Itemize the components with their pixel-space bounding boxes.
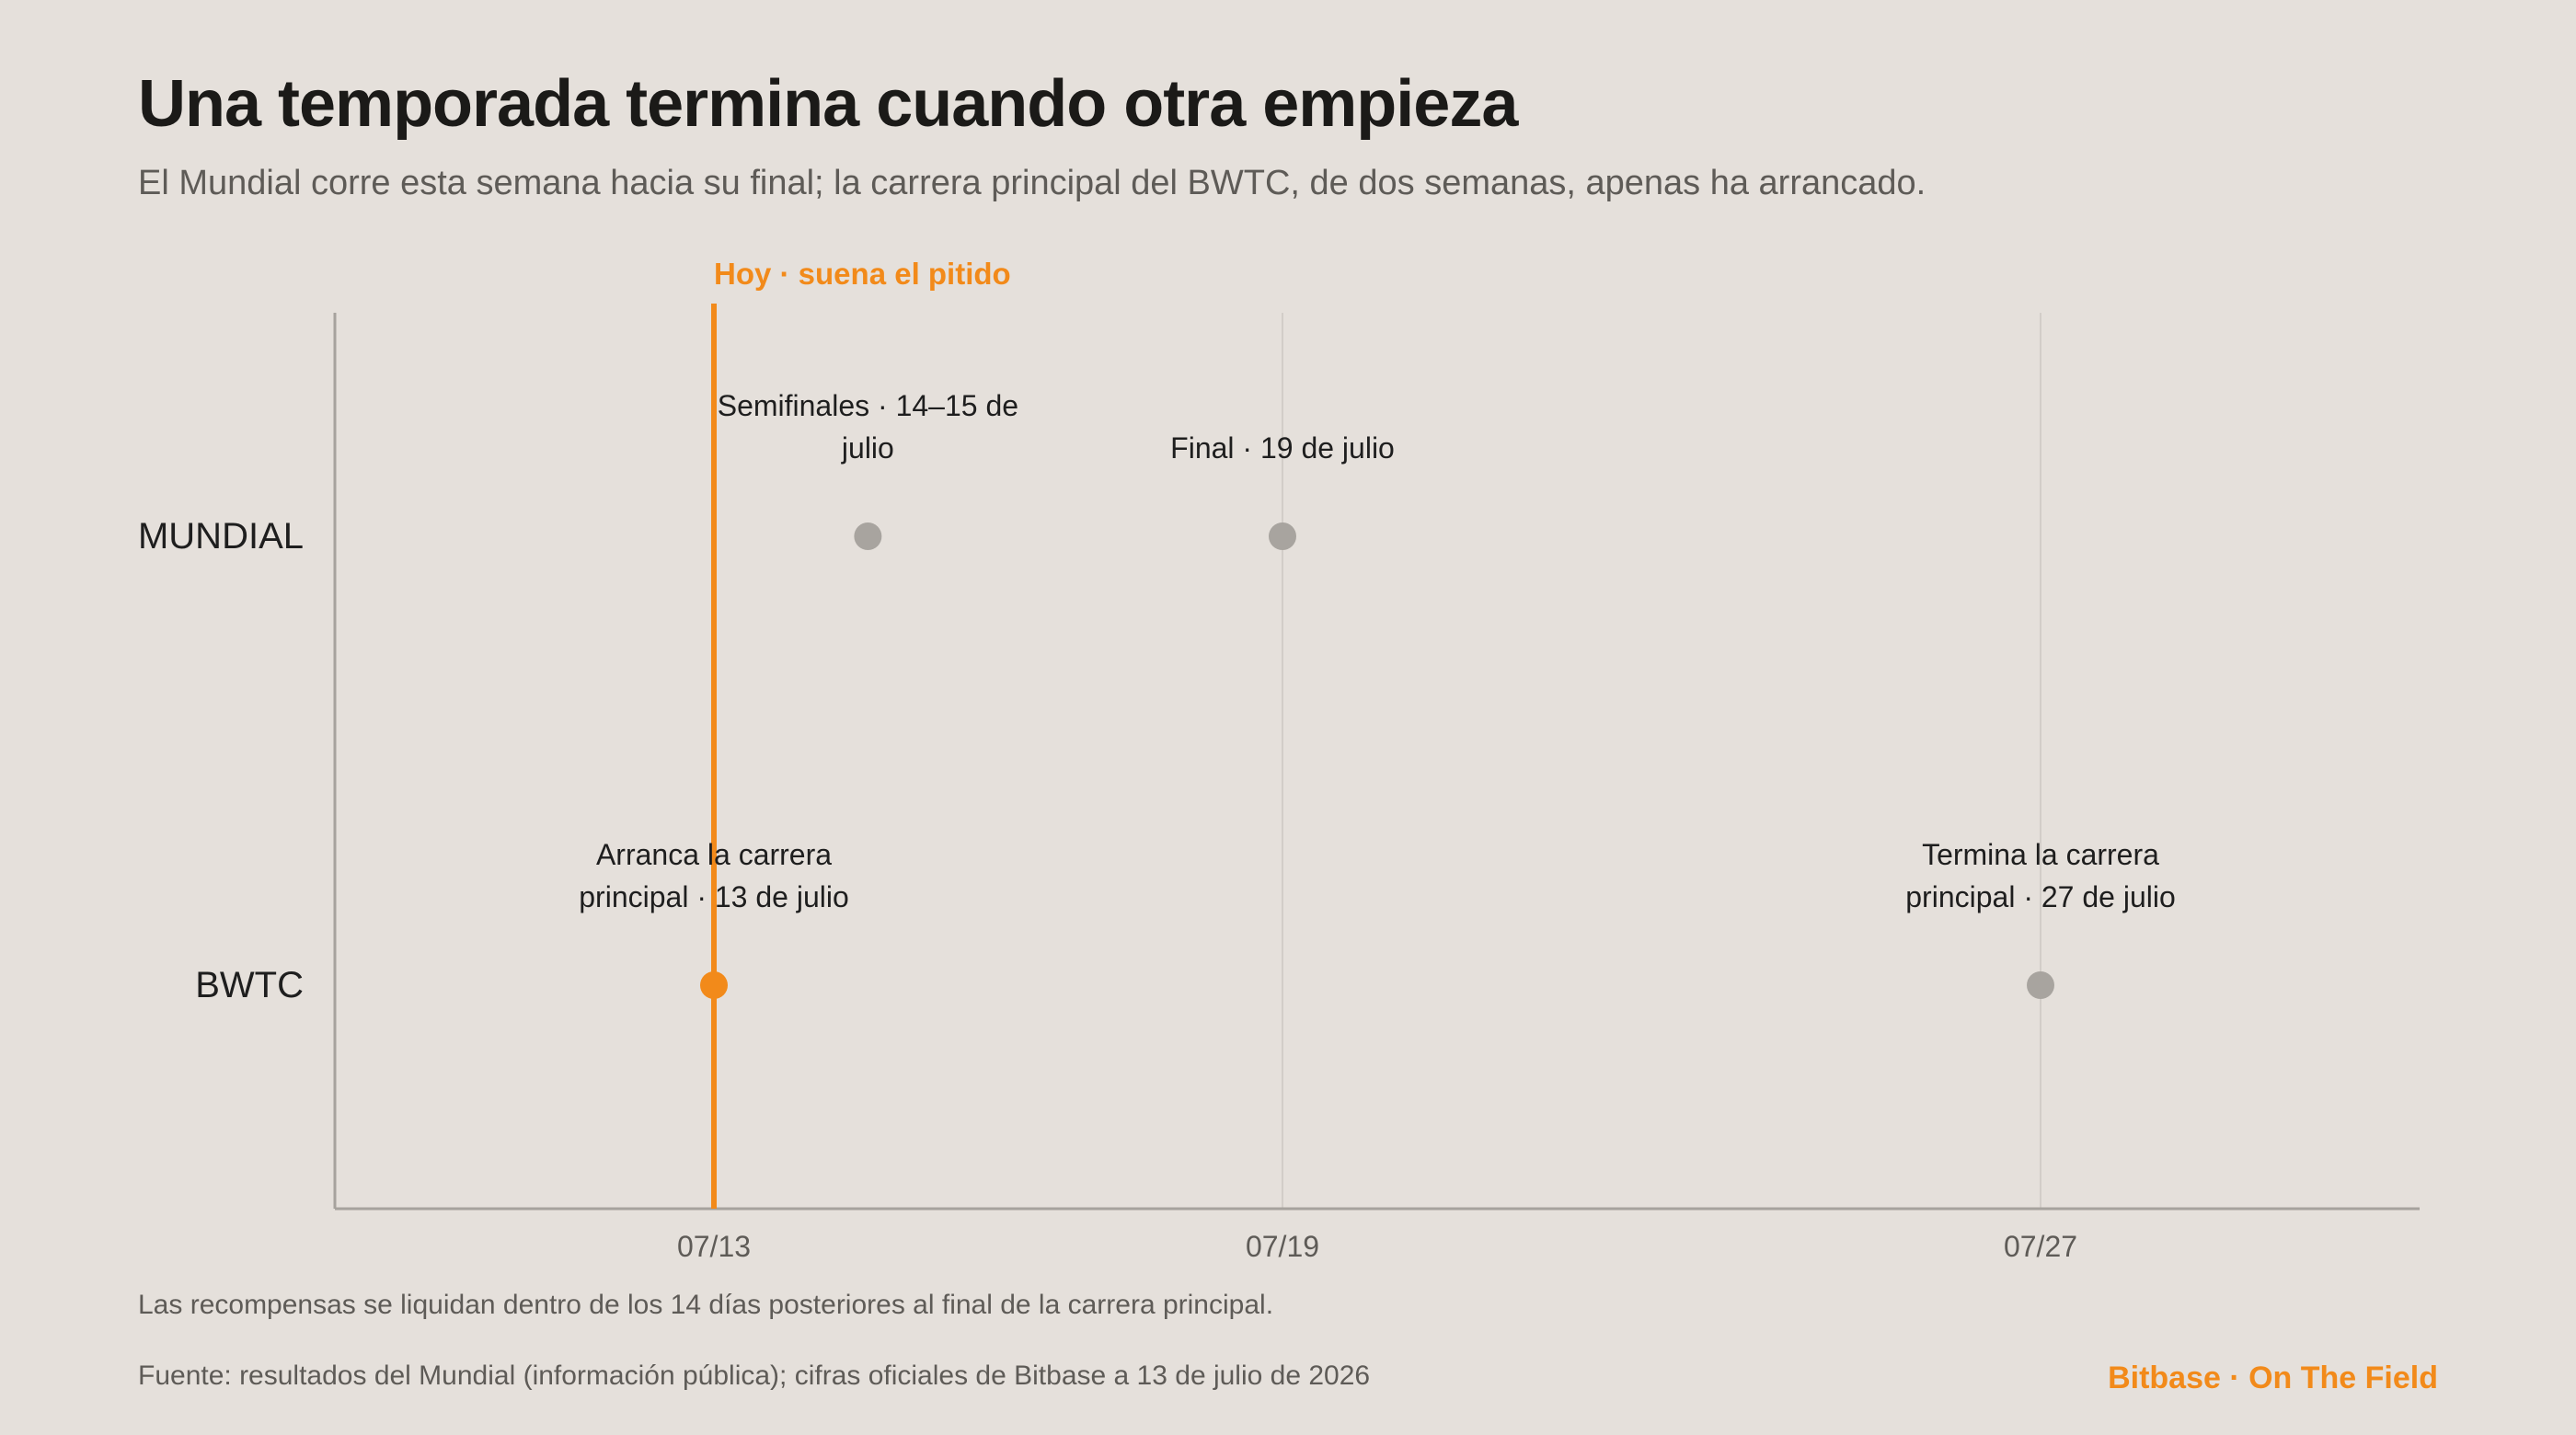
event-label-3-line-0: Termina la carrera xyxy=(1922,838,2159,871)
event-label-3-line-1: principal · 27 de julio xyxy=(1905,880,2176,913)
row-label-mundial: MUNDIAL xyxy=(138,516,304,557)
event-point-3 xyxy=(2027,971,2054,999)
event-label-0-line-1: julio xyxy=(841,431,894,465)
brand-logo-text: Bitbase · On The Field xyxy=(2108,1360,2438,1395)
footnote: Las recompensas se liquidan dentro de lo… xyxy=(138,1290,1274,1320)
event-label-0-line-0: Semifinales · 14–15 de xyxy=(718,389,1018,422)
chart-subtitle: El Mundial corre esta semana hacia su fi… xyxy=(138,164,1926,202)
event-label-1-line-0: Final · 19 de julio xyxy=(1170,431,1395,465)
today-label: Hoy · suena el pitido xyxy=(714,257,1011,291)
row-label-bwtc: BWTC xyxy=(195,965,304,1005)
event-point-2 xyxy=(700,971,728,999)
x-tick-label-2: 07/27 xyxy=(2004,1230,2077,1263)
event-point-1 xyxy=(1269,522,1296,550)
x-tick-label-1: 07/19 xyxy=(1246,1230,1319,1263)
timeline-chart: 07/13 07/19 07/27 MUNDIAL BWTC Hoy · suena el… xyxy=(138,257,2420,1263)
event-label-2-line-0: Arranca la carrera xyxy=(596,838,832,871)
x-tick-label-0: 07/13 xyxy=(677,1230,751,1263)
chart-title: Una temporada termina cuando otra empiez… xyxy=(138,67,1518,141)
source-note: Fuente: resultados del Mundial (informac… xyxy=(138,1360,1371,1391)
event-label-2-line-1: principal · 13 de julio xyxy=(579,880,849,913)
event-point-0 xyxy=(854,522,882,550)
